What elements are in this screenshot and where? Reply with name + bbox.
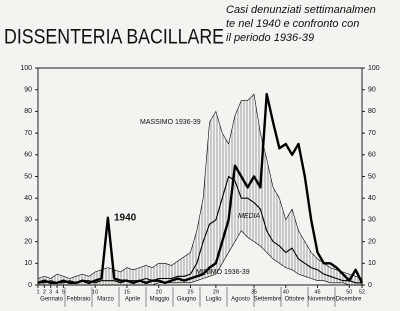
series-label: MEDIA xyxy=(238,213,261,220)
series-label: 1940 xyxy=(114,213,137,224)
chart-title: DISSENTERIA BACILLARE xyxy=(4,26,224,49)
series-line xyxy=(37,93,363,279)
y-tick-label: 100 xyxy=(20,65,32,72)
x-tick-label: 2 xyxy=(43,289,46,295)
month-label: Giugno xyxy=(177,297,197,303)
x-tick-label: 15 xyxy=(124,289,130,295)
y2-tick-label: 80 xyxy=(368,108,376,115)
y-tick-label: 80 xyxy=(24,108,32,115)
month-label: Aprile xyxy=(125,297,141,303)
month-label: Gennaio xyxy=(40,297,63,303)
y2-tick-label: 100 xyxy=(368,65,380,72)
series-label: MASSIMO 1936-39 xyxy=(140,119,201,126)
y2-tick-label: 30 xyxy=(368,217,376,224)
x-tick-label: 20 xyxy=(156,289,162,295)
x-tick-label: 4 xyxy=(56,289,59,295)
y2-tick-label: 50 xyxy=(368,173,376,180)
y-tick-label: 50 xyxy=(24,173,32,180)
x-tick-label: 5 xyxy=(62,289,65,295)
y2-tick-label: 60 xyxy=(368,152,376,159)
month-label: Settembre xyxy=(254,297,282,303)
x-tick-label: 29 xyxy=(213,289,219,295)
y2-tick-label: 20 xyxy=(368,238,376,245)
subtitle: Casi denunziati settimanalmen xyxy=(226,4,376,16)
y-tick-label: 10 xyxy=(24,260,32,267)
y-tick-label: 60 xyxy=(24,152,32,159)
x-tick-label: 3 xyxy=(49,289,52,295)
month-label: Novembre xyxy=(308,297,336,303)
y2-tick-label: 40 xyxy=(368,195,376,202)
y2-tick-label: 0 xyxy=(368,282,372,289)
x-tick-label: 40 xyxy=(283,289,289,295)
month-label: Agosto xyxy=(231,297,250,303)
y2-tick-label: 90 xyxy=(368,87,376,94)
y-tick-label: 70 xyxy=(24,130,32,137)
y-tick-label: 40 xyxy=(24,195,32,202)
month-label: Marzo xyxy=(97,297,114,303)
y2-tick-label: 70 xyxy=(368,130,376,137)
month-label: Dicembre xyxy=(336,297,362,303)
month-label: Luglio xyxy=(205,297,222,303)
x-tick-label: 52 xyxy=(359,289,365,295)
subtitle: il periodo 1936-39 xyxy=(226,32,314,44)
subtitle: te nel 1940 e confronto con xyxy=(226,18,359,30)
x-tick-label: 45 xyxy=(314,289,320,295)
month-label: Maggio xyxy=(150,297,170,303)
series-label: MINIMO 1936-39 xyxy=(196,269,250,276)
x-tick-label: 10 xyxy=(92,289,98,295)
month-label: Ottobre xyxy=(284,297,305,303)
x-tick-label: 1 xyxy=(36,289,39,295)
range-band xyxy=(38,94,362,285)
y-tick-label: 20 xyxy=(24,238,32,245)
series-line xyxy=(38,175,362,284)
y-tick-label: 90 xyxy=(24,87,32,94)
x-tick-label: 50 xyxy=(346,289,352,295)
series-line xyxy=(38,230,362,286)
y2-tick-label: 10 xyxy=(368,260,376,267)
y-tick-label: 0 xyxy=(28,282,32,289)
x-tick-label: 25 xyxy=(187,289,193,295)
month-label: Febbraio xyxy=(67,297,91,303)
y-tick-label: 30 xyxy=(24,217,32,224)
